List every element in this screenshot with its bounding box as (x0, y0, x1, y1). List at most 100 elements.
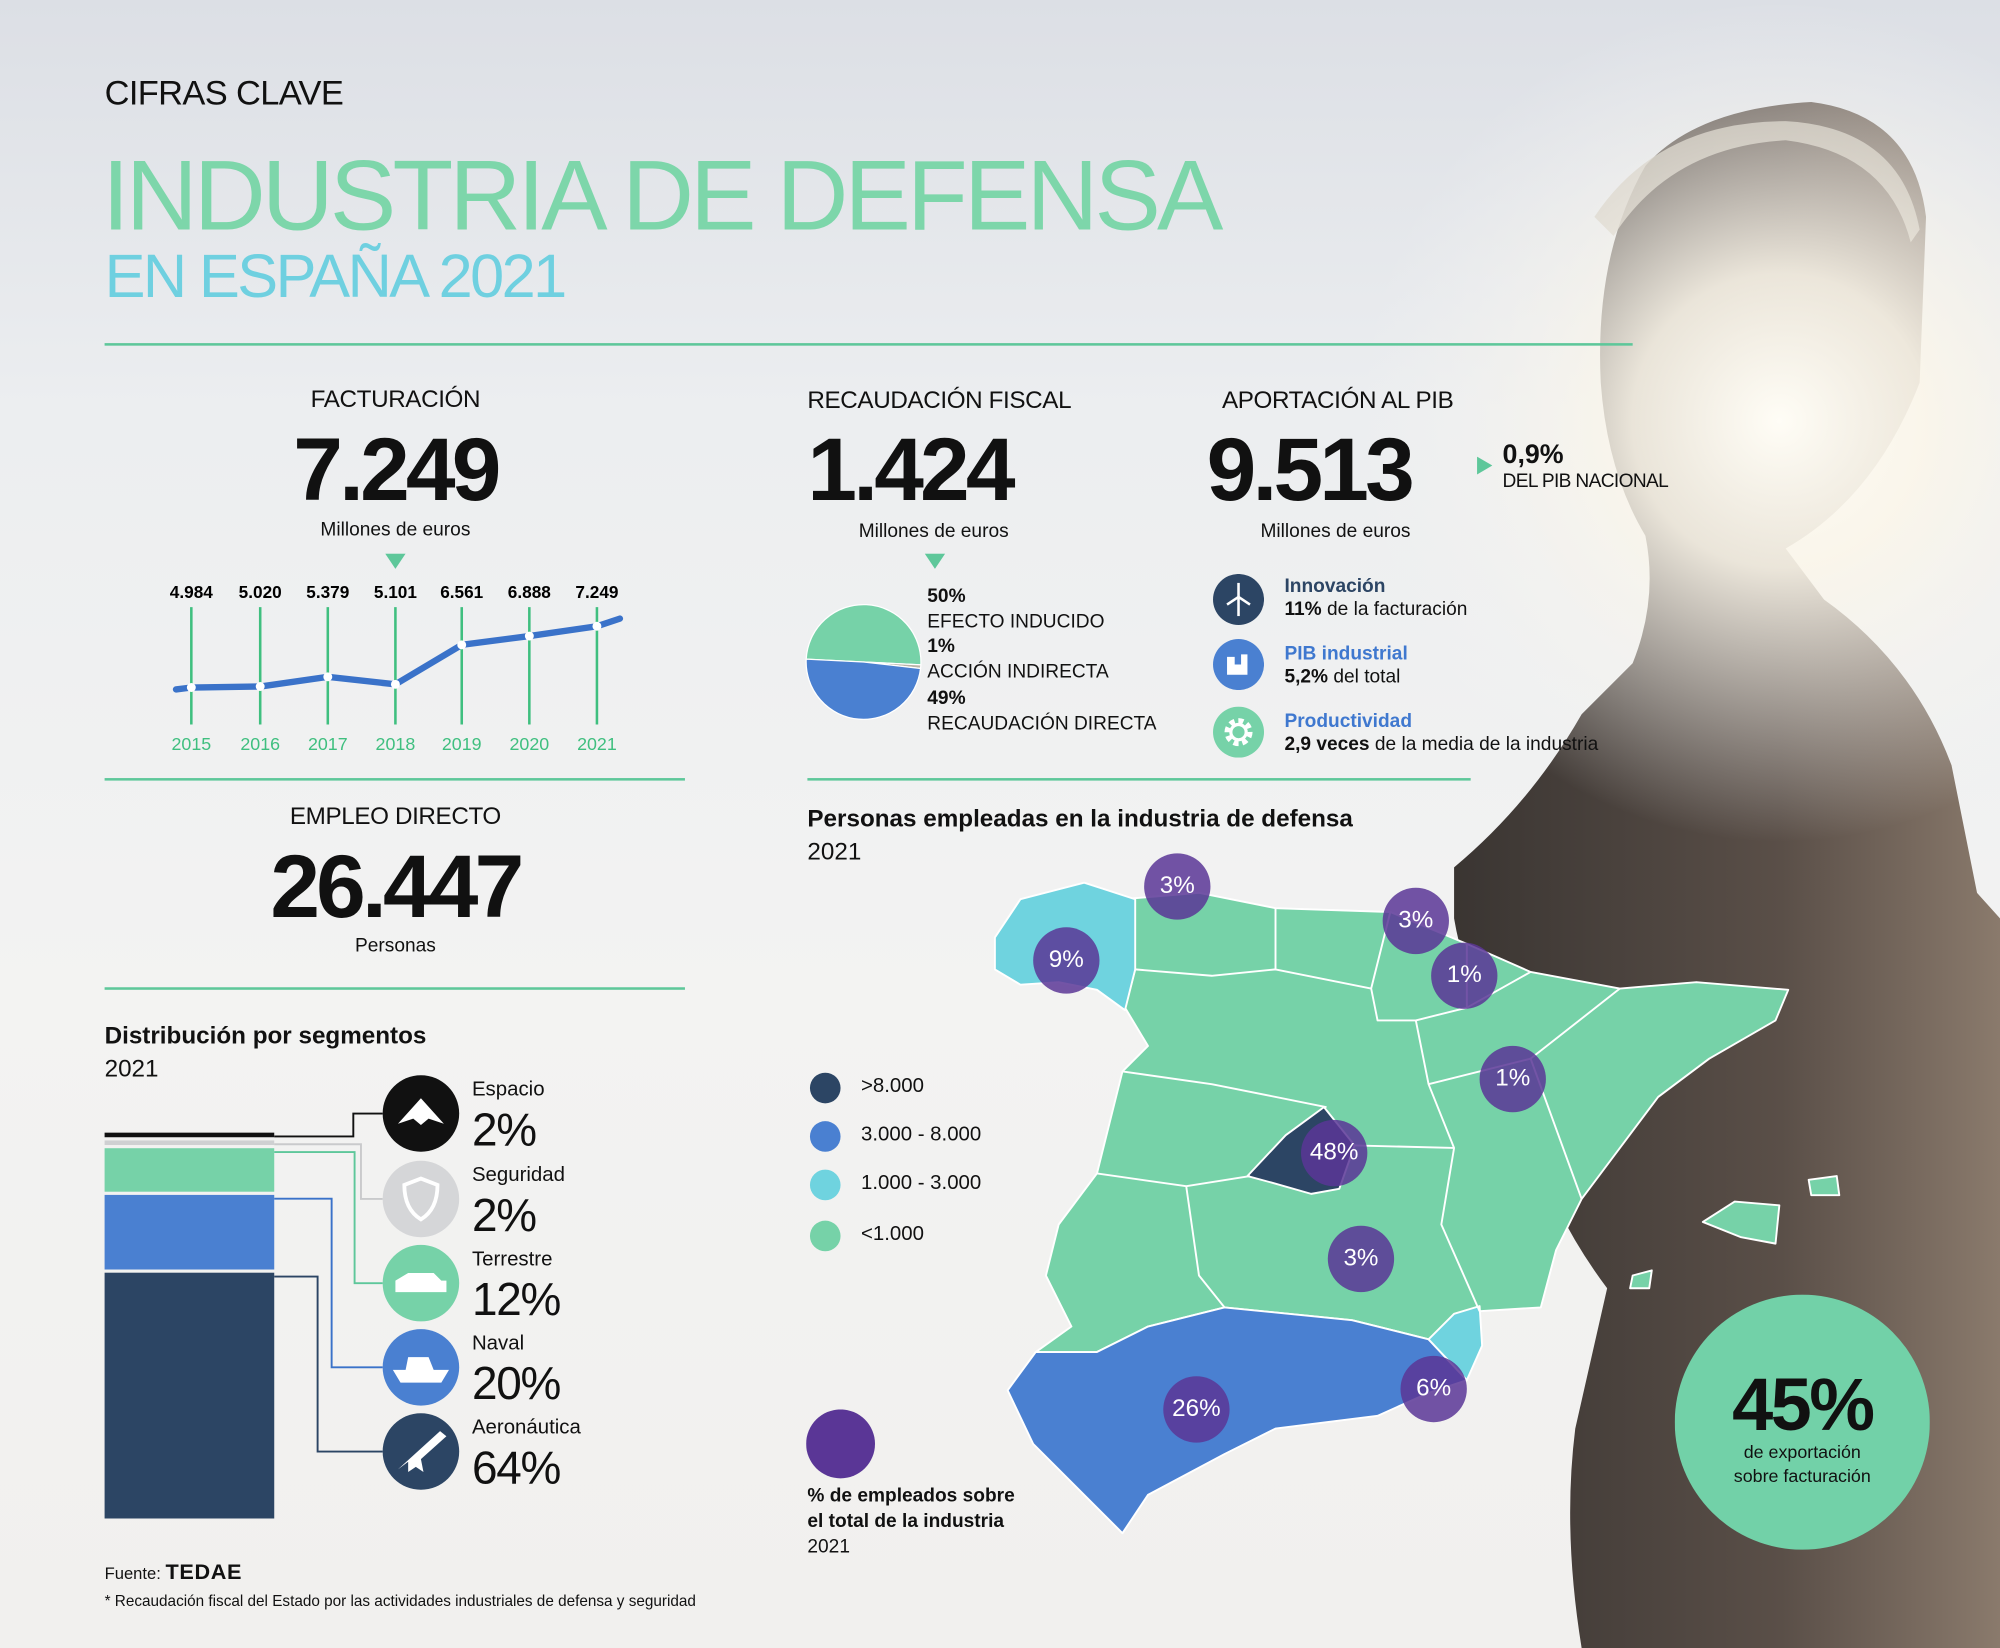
pie-pct-indirecta: 1% (927, 635, 955, 657)
segment-pct: 64% (471, 1441, 561, 1494)
map-bubble-pct: 48% (1309, 1139, 1359, 1166)
source-label: Fuente: (104, 1563, 161, 1583)
segment-pct: 2% (471, 1188, 537, 1242)
segment-bar-naval (104, 1194, 275, 1270)
chart-x-tick-label: 2016 (240, 734, 280, 754)
map-bubble-pct: 26% (1172, 1395, 1221, 1423)
pie-slice (805, 603, 922, 666)
chart-x-tick-label: 2015 (171, 734, 211, 754)
pie-label-directa: RECAUDACIÓN DIRECTA (927, 712, 1157, 735)
segment-bar-aeronáutica (104, 1272, 275, 1519)
pib-item-title: PIB industrial (1284, 642, 1408, 665)
chart-x-tick-label: 2020 (509, 734, 549, 754)
down-triangle-icon (385, 553, 406, 569)
divider (807, 778, 1471, 781)
facturacion-label: FACTURACIÓN (310, 386, 481, 414)
pib-share: 0,9% (1502, 440, 1564, 470)
map-bubble (1479, 1045, 1546, 1113)
down-triangle-icon (924, 553, 946, 569)
pie-label-inducido: EFECTO INDUCIDO (927, 610, 1105, 633)
chart-point (390, 679, 400, 689)
chart-point (457, 640, 467, 650)
legend-label: <1.000 (860, 1223, 924, 1245)
segment-name: Naval (471, 1332, 525, 1355)
map-bubble (1400, 1355, 1467, 1423)
chart-data-label: 6.561 (440, 582, 483, 602)
chart-data-label: 7.249 (575, 582, 618, 602)
empleo-unit: Personas (354, 934, 436, 957)
map-region-andalucia (1006, 1306, 1468, 1535)
footnote: * Recaudación fiscal del Estado por las … (104, 1591, 696, 1610)
map-bubble-pct: 6% (1416, 1374, 1452, 1402)
empleo-label: EMPLEO DIRECTO (289, 803, 501, 831)
military-vehicle-icon (382, 1244, 460, 1322)
legend-label: 3.000 - 8.000 (860, 1123, 982, 1146)
chart-data-label: 5.379 (306, 582, 349, 602)
chart-point (255, 682, 265, 691)
gear-icon (1213, 706, 1265, 758)
segment-bar-terrestre (104, 1148, 275, 1192)
legend-swatch (809, 1121, 841, 1152)
chart-point (524, 631, 534, 641)
recaudacion-value: 1.424 (807, 419, 1015, 520)
map-bubble-pct: 1% (1446, 961, 1482, 989)
segment-bar-seguridad (104, 1140, 275, 1146)
map-bubble (1033, 927, 1100, 994)
facturacion-value: 7.249 (293, 419, 501, 520)
chart-data-label: 6.888 (508, 582, 551, 602)
pib-item-text: del total (1328, 665, 1401, 688)
chart-data-label: 4.984 (170, 582, 213, 602)
divider (104, 778, 685, 781)
segment-connector (274, 1143, 383, 1200)
map-bubble (1431, 942, 1498, 1009)
recaudacion-unit: Millones de euros (858, 520, 1009, 543)
source-logo: TEDAE (165, 1559, 243, 1585)
pib-item-text: de la facturación (1321, 598, 1468, 620)
fighter-jet-icon (382, 1413, 460, 1490)
chart-point (592, 621, 602, 631)
map-bubble (1382, 887, 1449, 955)
kicker: CIFRAS CLAVE (104, 73, 344, 113)
map-bubble-pct: 9% (1048, 946, 1084, 974)
empleo-value: 26.447 (270, 836, 524, 937)
factory-icon (1213, 639, 1265, 691)
pib-item-bold: 5,2% (1284, 665, 1329, 688)
divider (104, 343, 1633, 346)
segment-name: Espacio (471, 1079, 545, 1101)
chart-data-label: 5.101 (374, 582, 417, 602)
pib-item-bold: 2,9 veces (1284, 733, 1370, 756)
bubble-legend-icon (806, 1409, 875, 1479)
chart-x-tick-label: 2018 (376, 734, 416, 754)
pib-unit: Millones de euros (1260, 520, 1411, 543)
facturacion-unit: Millones de euros (320, 519, 471, 541)
ship-icon (382, 1329, 460, 1406)
map-bubble (1163, 1376, 1230, 1443)
chart-x-tick-label: 2017 (308, 734, 348, 754)
export-value: 45% (1732, 1363, 1875, 1447)
map-region-rest (1034, 891, 1790, 1353)
map-bubble (1301, 1119, 1368, 1187)
chart-x-tick-label: 2021 (577, 734, 617, 754)
bubble-legend-year: 2021 (807, 1535, 850, 1558)
segment-connector (274, 1275, 383, 1453)
segmentos-year: 2021 (104, 1056, 159, 1083)
chart-point (186, 683, 196, 692)
map-year: 2021 (807, 839, 862, 867)
pie-slice (805, 658, 922, 721)
legend-swatch (809, 1169, 841, 1201)
segment-pct: 2% (471, 1103, 537, 1156)
divider (104, 987, 685, 990)
map-region-balearics (1629, 1175, 1841, 1290)
segment-connector (274, 1151, 383, 1285)
segment-bar-espacio (104, 1132, 275, 1138)
pie-pct-inducido: 50% (927, 585, 966, 608)
export-circle (1674, 1294, 1930, 1550)
segment-connector (274, 1112, 383, 1138)
pib-share-label: DEL PIB NACIONAL (1502, 470, 1669, 493)
pib-label: APORTACIÓN AL PIB (1221, 387, 1454, 415)
pib-item-title: Innovación (1284, 575, 1386, 597)
legend-label: >8.000 (860, 1075, 924, 1097)
map-bubble-pct: 3% (1159, 872, 1195, 900)
